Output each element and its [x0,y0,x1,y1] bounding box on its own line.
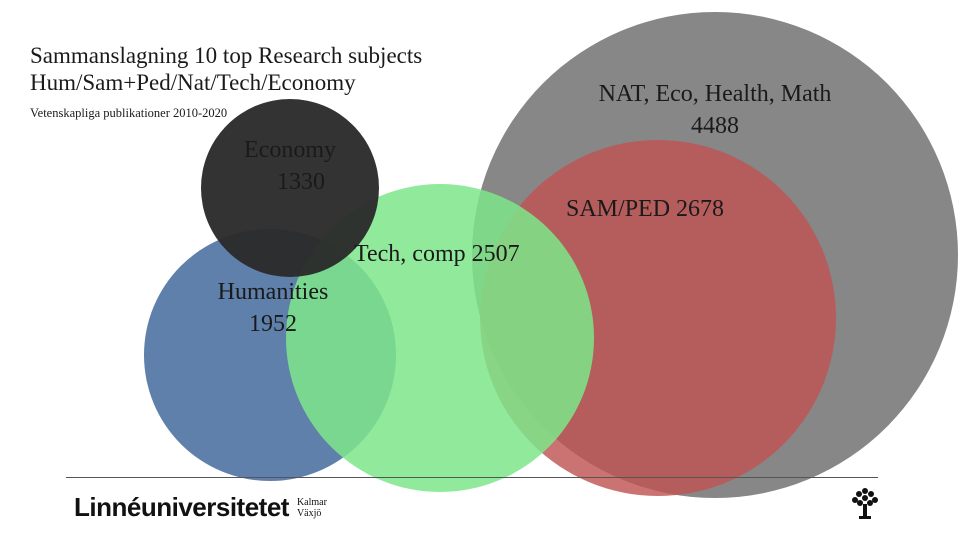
campus-vaxjo: Växjö [296,507,322,519]
label-nat-name: NAT, Eco, Health, Math [598,81,832,107]
label-tech-text: Tech, comp 2507 [354,241,520,267]
label-nat-value: 4488 [691,113,739,139]
logo-campuses: Kalmar Växjö [297,497,327,519]
label-sam-ped: SAM/PED 2678 [566,193,724,225]
label-economy-name: Economy [244,137,336,163]
university-logo: Linnéuniversitetet Kalmar Växjö [74,492,327,523]
footer-divider [66,477,878,478]
slide-subtitle: Vetenskapliga publikationer 2010-2020 [30,106,228,120]
label-nat: NAT, Eco, Health, Math 4488 [575,78,855,142]
label-humanities: Humanities 1952 [203,276,343,340]
campus-kalmar: Kalmar [296,496,327,508]
label-economy-value: 1330 [277,169,325,195]
circle-economy [201,99,379,277]
slide-title: Sammanslagning 10 top Research subjects … [30,42,422,96]
title-line-1: Sammanslagning 10 top Research subjects [30,43,423,68]
label-economy: Economy 1330 [230,134,350,198]
label-humanities-name: Humanities [217,279,329,305]
label-tech: Tech, comp 2507 [354,238,520,270]
title-line-2: Hum/Sam+Ped/Nat/Tech/Economy [30,70,356,95]
label-sam-ped-text: SAM/PED 2678 [566,196,725,222]
tree-icon [852,488,878,519]
label-humanities-value: 1952 [249,311,297,337]
circle-tech [286,184,594,492]
logo-wordmark: Linnéuniversitetet [74,492,289,522]
